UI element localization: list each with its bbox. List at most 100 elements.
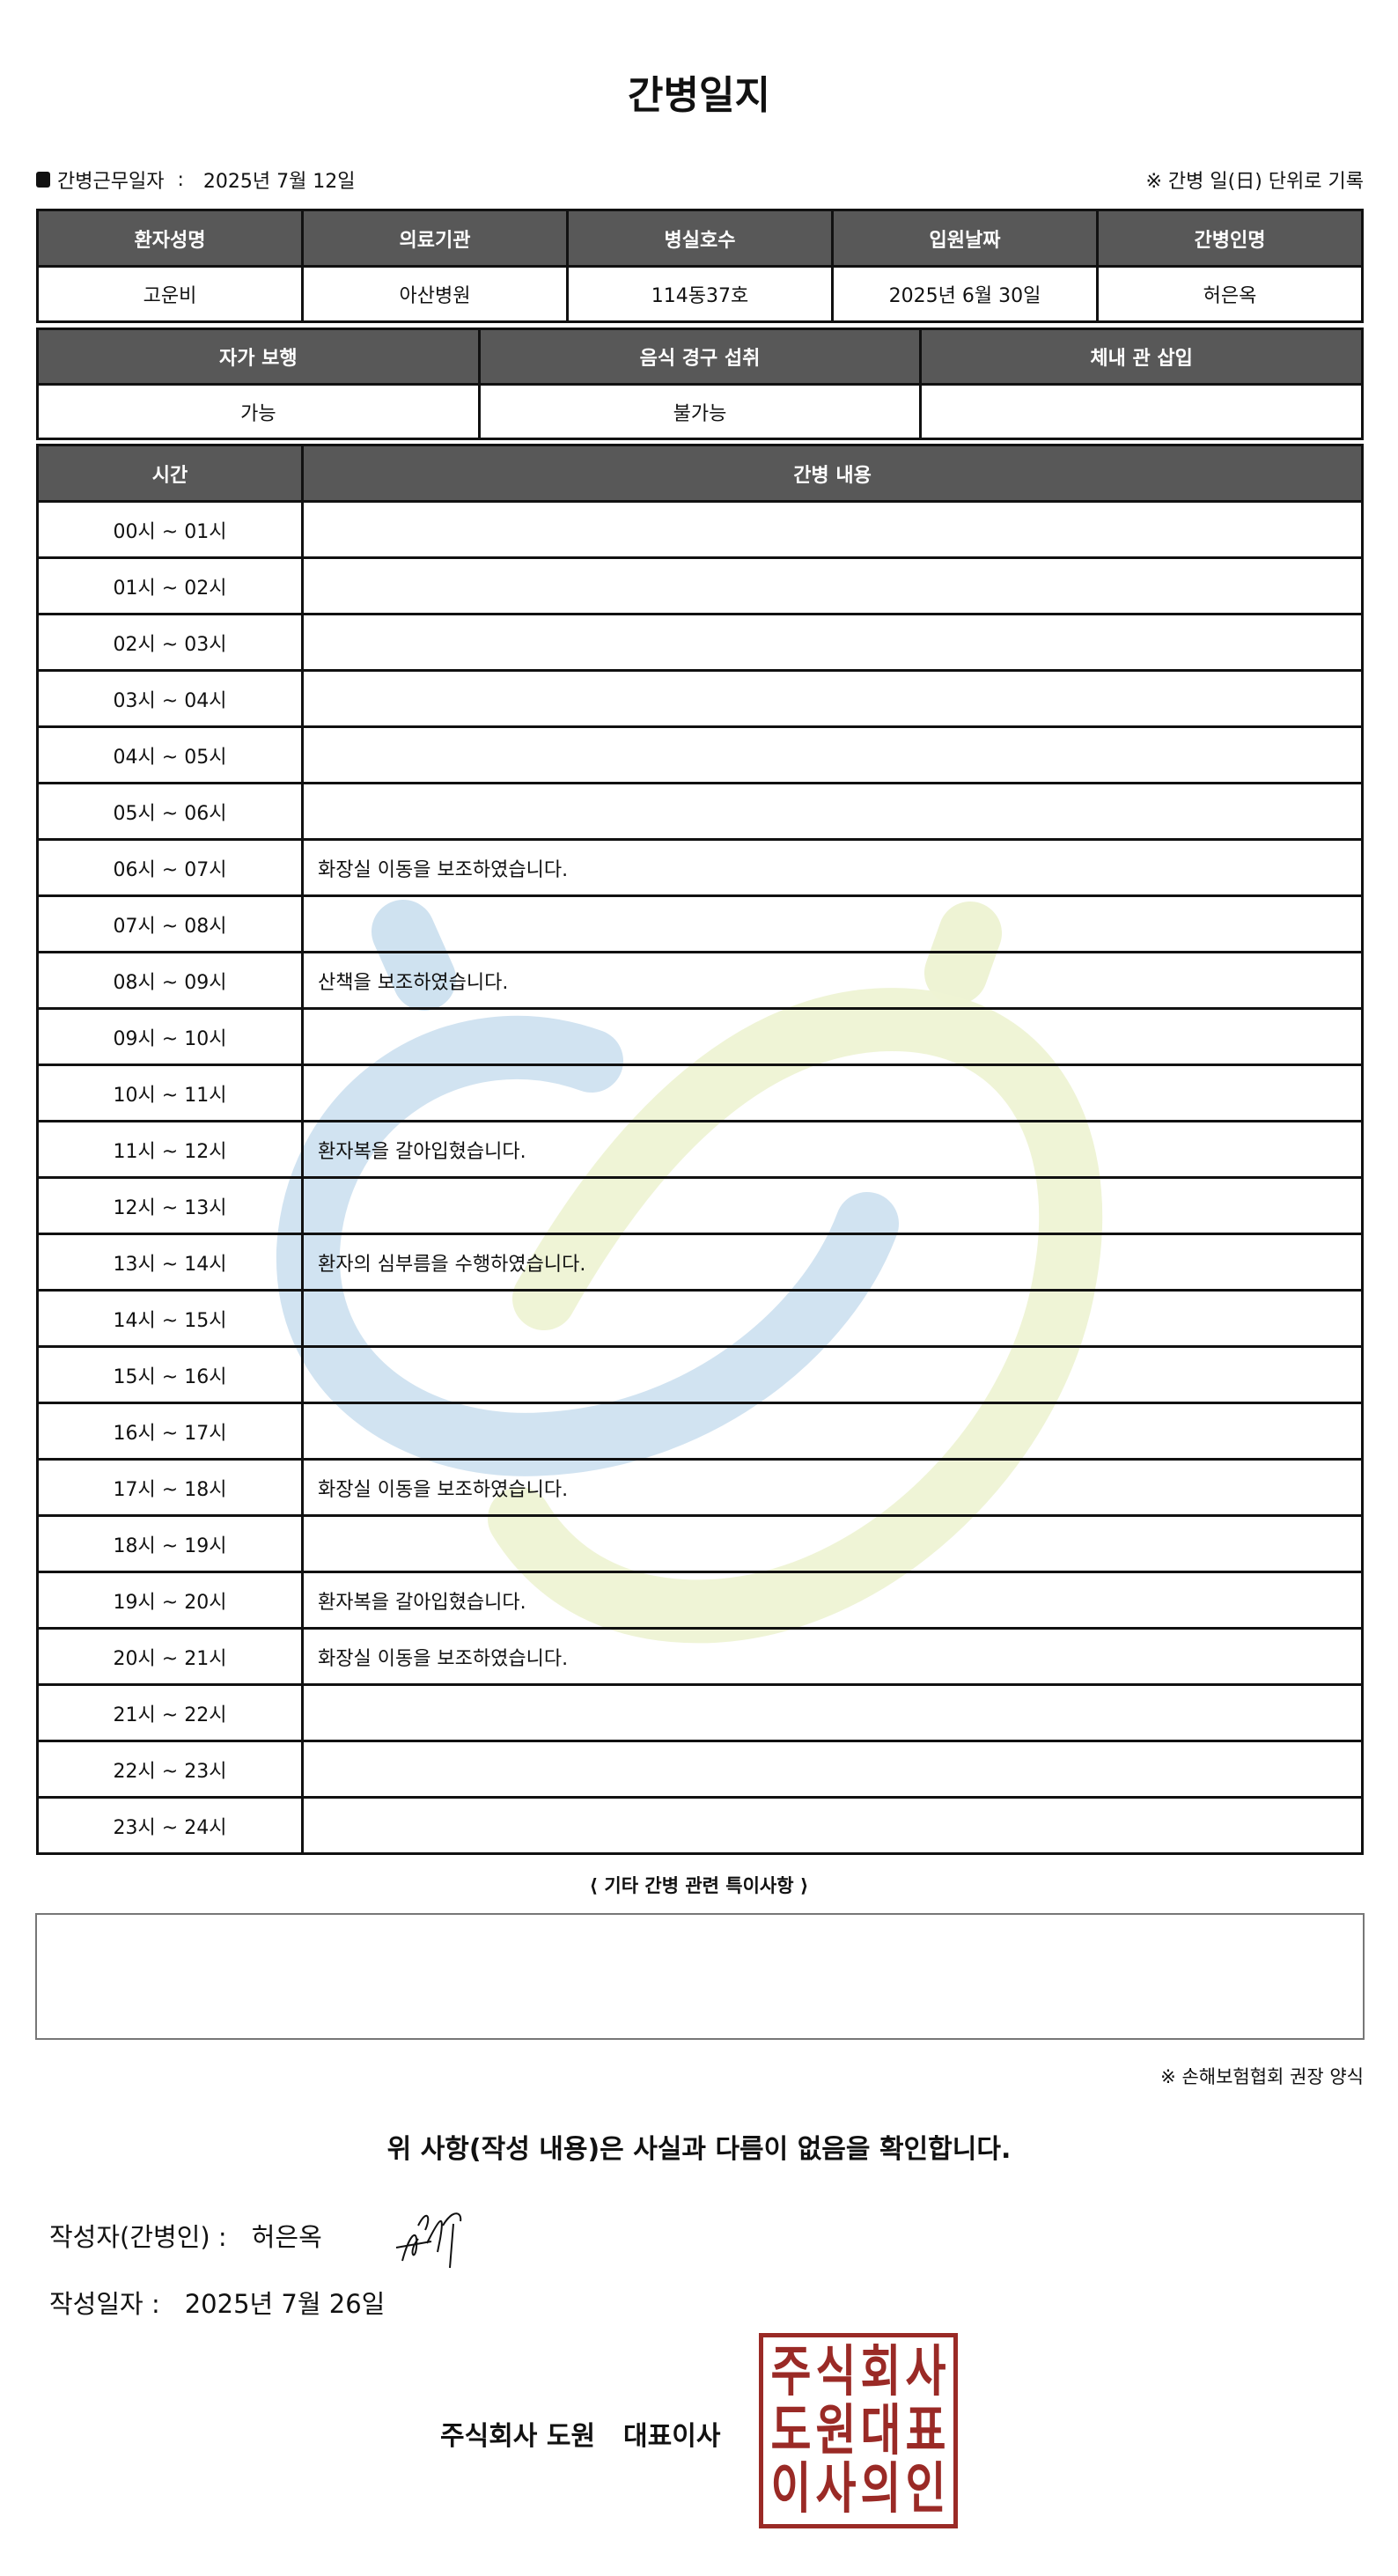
log-content: [301, 1683, 1364, 1742]
log-time: 07시 ~ 08시: [36, 894, 304, 953]
seal-char: 원: [815, 2398, 857, 2463]
log-time: 20시 ~ 21시: [36, 1627, 304, 1686]
log-time: 06시 ~ 07시: [36, 838, 304, 897]
log-content: [301, 894, 1364, 953]
log-time: 23시 ~ 24시: [36, 1796, 304, 1855]
log-content: [301, 1176, 1364, 1235]
log-content: [301, 1064, 1364, 1122]
log-row: 01시 ~ 02시: [36, 556, 1364, 615]
log-time: 19시 ~ 20시: [36, 1571, 304, 1630]
confirmation-statement: 위 사항(작성 내용)은 사실과 다름이 없음을 확인합니다.: [386, 2134, 1012, 2165]
log-content: [301, 1402, 1364, 1461]
log-row: 05시 ~ 06시: [36, 782, 1364, 841]
log-time: 10시 ~ 11시: [36, 1064, 304, 1122]
log-row: 00시 ~ 01시: [36, 500, 1364, 559]
log-content: [301, 556, 1364, 615]
writer-line: 작성자(간병인) : 허은옥: [49, 2217, 322, 2254]
seal-char: 인: [905, 2457, 946, 2521]
log-content: [301, 1007, 1364, 1066]
walking: 가능: [36, 383, 481, 440]
log-content: [301, 1796, 1364, 1855]
oral-intake: 불가능: [477, 383, 923, 440]
bullet-icon: [36, 172, 50, 188]
write-date-label: 작성일자 :: [49, 2289, 160, 2319]
log-row: 07시 ~ 08시: [36, 894, 1364, 953]
log-content: [301, 725, 1364, 784]
header-hospital: 의료기관: [301, 209, 569, 268]
header-caregiver: 간병인명: [1096, 209, 1364, 268]
log-time: 03시 ~ 04시: [36, 669, 304, 728]
log-time: 16시 ~ 17시: [36, 1402, 304, 1461]
log-row: 20시 ~ 21시 화장실 이동을 보조하였습니다.: [36, 1627, 1364, 1686]
header-patient-name: 환자성명: [36, 209, 304, 268]
log-row: 08시 ~ 09시 산책을 보조하였습니다.: [36, 951, 1364, 1010]
notes-label: ⟨ 기타 간병 관련 특이사항 ⟩: [589, 1875, 809, 1896]
log-row: 23시 ~ 24시: [36, 1796, 1364, 1855]
log-time: 18시 ~ 19시: [36, 1514, 304, 1573]
care-log-table: 시간 간병 내용 00시 ~ 01시 01시 ~ 02시 02시 ~ 03시 03시 …: [36, 444, 1364, 1855]
log-content: 산책을 보조하였습니다.: [301, 951, 1364, 1010]
header-tube: 체내 관 삽입: [919, 328, 1364, 386]
log-content: [301, 782, 1364, 841]
log-content: 환자의 심부름을 수행하였습니다.: [301, 1233, 1364, 1292]
seal-char: 표: [905, 2398, 946, 2463]
log-time: 02시 ~ 03시: [36, 613, 304, 672]
log-content: [301, 613, 1364, 672]
log-content: 환자복을 갈아입혔습니다.: [301, 1571, 1364, 1630]
company-name: 주식회사 도원: [440, 2421, 596, 2452]
log-row: 10시 ~ 11시: [36, 1064, 1364, 1122]
seal-char: 의: [860, 2457, 901, 2521]
log-time: 13시 ~ 14시: [36, 1233, 304, 1292]
header-room: 병실호수: [566, 209, 834, 268]
log-row: 19시 ~ 20시 환자복을 갈아입혔습니다.: [36, 1571, 1364, 1630]
seal-char: 주: [770, 2340, 812, 2404]
log-time: 01시 ~ 02시: [36, 556, 304, 615]
seal-char: 사: [815, 2457, 857, 2521]
log-row: 09시 ~ 10시: [36, 1007, 1364, 1066]
header-time: 시간: [36, 444, 304, 503]
log-content: 환자복을 갈아입혔습니다.: [301, 1120, 1364, 1179]
log-time: 17시 ~ 18시: [36, 1458, 304, 1517]
header-admission-date: 입원날짜: [831, 209, 1099, 268]
caregiver: 허은옥: [1096, 265, 1364, 323]
writer-name: 허은옥: [251, 2222, 322, 2252]
patient-name: 고운비: [36, 265, 304, 323]
writer-label: 작성자(간병인) :: [49, 2222, 227, 2252]
work-date: 간병근무일자 : 2025년 7월 12일: [36, 166, 356, 194]
admission-date: 2025년 6월 30일: [831, 265, 1099, 323]
write-date-line: 작성일자 : 2025년 7월 26일: [49, 2284, 385, 2321]
header-content: 간병 내용: [301, 444, 1364, 503]
log-content: [301, 1289, 1364, 1348]
unit-note: ※ 간병 일(日) 단위로 기록: [1145, 171, 1365, 193]
colon: :: [171, 168, 196, 191]
log-content: [301, 1514, 1364, 1573]
log-time: 12시 ~ 13시: [36, 1176, 304, 1235]
log-row: 17시 ~ 18시 화장실 이동을 보조하였습니다.: [36, 1458, 1364, 1517]
company-line: 주식회사 도원 대표이사: [440, 2414, 720, 2453]
log-row: 13시 ~ 14시 환자의 심부름을 수행하였습니다.: [36, 1233, 1364, 1292]
log-row: 04시 ~ 05시: [36, 725, 1364, 784]
log-time: 09시 ~ 10시: [36, 1007, 304, 1066]
header-oral-intake: 음식 경구 섭취: [477, 328, 923, 386]
seal-char: 식: [815, 2340, 857, 2404]
log-content: [301, 1345, 1364, 1404]
log-row: 21시 ~ 22시: [36, 1683, 1364, 1742]
log-content: [301, 500, 1364, 559]
log-content: 화장실 이동을 보조하였습니다.: [301, 838, 1364, 897]
ceo-label: 대표이사: [623, 2421, 721, 2452]
log-row: 22시 ~ 23시: [36, 1740, 1364, 1799]
patient-table: 환자성명 의료기관 병실호수 입원날짜 간병인명 고운비 아산병원 114동37…: [36, 209, 1364, 323]
log-row: 02시 ~ 03시: [36, 613, 1364, 672]
log-content: [301, 669, 1364, 728]
log-row: 12시 ~ 13시: [36, 1176, 1364, 1235]
log-time: 14시 ~ 15시: [36, 1289, 304, 1348]
signature: [395, 2212, 462, 2269]
footnote: ※ 손해보험협회 권장 양식: [1160, 2066, 1364, 2087]
log-row: 14시 ~ 15시: [36, 1289, 1364, 1348]
tube: [919, 383, 1364, 440]
room: 114동37호: [566, 265, 834, 323]
log-content: 화장실 이동을 보조하였습니다.: [301, 1458, 1364, 1517]
log-content: [301, 1740, 1364, 1799]
page-title: 간병일지: [628, 73, 770, 118]
